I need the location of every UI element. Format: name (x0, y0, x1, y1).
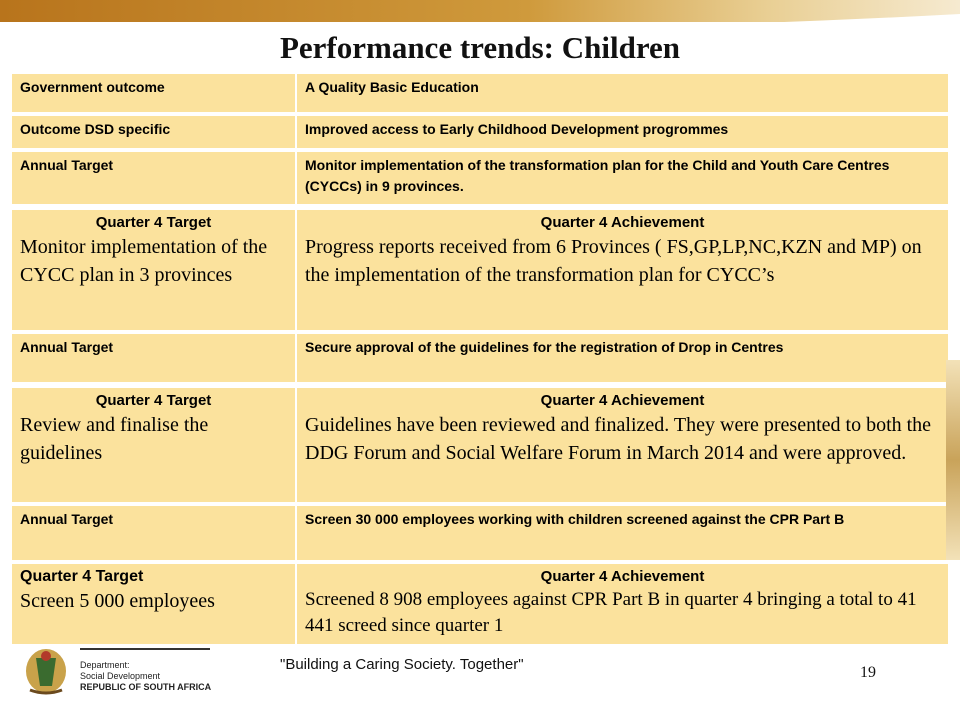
logo-divider (80, 648, 210, 650)
row-label: Government outcome (12, 74, 297, 112)
row-quarter4-3: Quarter 4 Target Screen 5 000 employees … (12, 564, 948, 644)
row-value: Screen 30 000 employees working with chi… (305, 511, 845, 527)
quarter-achievement-heading: Quarter 4 Achievement (540, 568, 705, 585)
quarter-achievement-heading: Quarter 4 Achievement (540, 392, 705, 409)
row-label: Annual Target (12, 152, 297, 204)
row-label: Annual Target (12, 334, 297, 382)
row-value: Monitor implementation of the transforma… (305, 157, 890, 194)
page-title: Performance trends: Children (279, 30, 681, 65)
side-decor (946, 360, 960, 560)
quarter-achievement-text: Guidelines have been reviewed and finali… (305, 414, 932, 464)
quarter-target-text: Monitor implementation of the CYCC plan … (20, 236, 268, 286)
row-label: Annual Target (12, 506, 297, 560)
row-outcome-dsd: Outcome DSD specific Improved access to … (12, 116, 948, 148)
row-annual-target-2: Annual Target Secure approval of the gui… (12, 334, 948, 382)
quarter-target-cell: Quarter 4 Target Monitor implementation … (12, 210, 297, 330)
top-decor-band (0, 0, 960, 22)
quarter-target-heading: Quarter 4 Target (20, 568, 144, 585)
row-label: Outcome DSD specific (12, 116, 297, 148)
row-quarter4-2: Quarter 4 Target Review and finalise the… (12, 388, 948, 502)
row-government-outcome: Government outcome A Quality Basic Educa… (12, 74, 948, 112)
coat-of-arms-icon (26, 649, 66, 695)
department-logo: Department: Social Development REPUBLIC … (22, 646, 212, 696)
quarter-target-cell: Quarter 4 Target Review and finalise the… (12, 388, 297, 502)
department-name: Department: Social Development REPUBLIC … (80, 660, 211, 693)
quarter-achievement-cell: Quarter 4 Achievement Progress reports r… (297, 210, 948, 330)
quarter-target-heading: Quarter 4 Target (95, 214, 212, 231)
row-annual-target-3: Annual Target Screen 30 000 employees wo… (12, 506, 948, 560)
dept-line-1: Department: (80, 660, 130, 670)
quarter-achievement-heading: Quarter 4 Achievement (540, 214, 705, 231)
quarter-target-cell: Quarter 4 Target Screen 5 000 employees (12, 564, 297, 644)
row-value: A Quality Basic Education (305, 79, 479, 95)
footer-tagline: "Building a Caring Society. Together" (280, 656, 524, 673)
dept-line-2: Social Development (80, 671, 161, 681)
quarter-target-text: Review and finalise the guidelines (20, 414, 209, 464)
quarter-achievement-cell: Quarter 4 Achievement Guidelines have be… (297, 388, 948, 502)
quarter-achievement-text: Screened 8 908 employees against CPR Par… (305, 589, 917, 636)
top-swoosh-decor (0, 14, 960, 39)
dept-line-3: REPUBLIC OF SOUTH AFRICA (80, 682, 212, 692)
row-value: Improved access to Early Childhood Devel… (305, 121, 729, 137)
quarter-achievement-text: Progress reports received from 6 Provinc… (305, 236, 922, 286)
page-number: 19 (860, 664, 876, 681)
row-value: Secure approval of the guidelines for th… (305, 339, 784, 355)
quarter-achievement-cell: Quarter 4 Achievement Screened 8 908 emp… (297, 564, 948, 644)
row-annual-target-1: Annual Target Monitor implementation of … (12, 152, 948, 204)
quarter-target-text: Screen 5 000 employees (20, 590, 215, 612)
row-quarter4-1: Quarter 4 Target Monitor implementation … (12, 210, 948, 330)
quarter-target-heading: Quarter 4 Target (95, 392, 212, 409)
